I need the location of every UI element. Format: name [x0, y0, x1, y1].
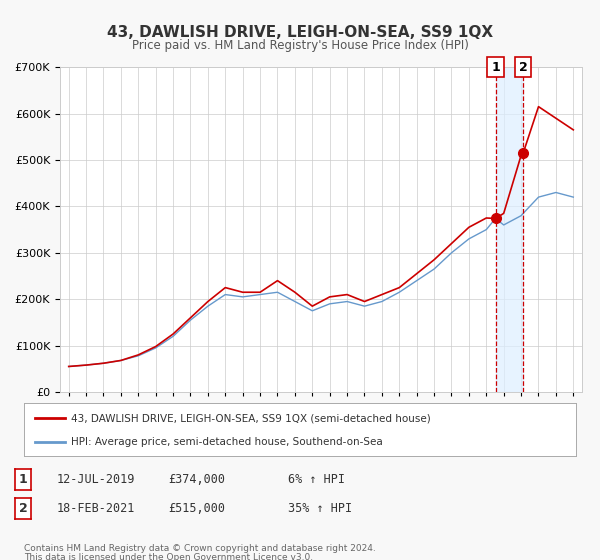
Text: £374,000: £374,000 [168, 473, 225, 486]
Text: 6% ↑ HPI: 6% ↑ HPI [288, 473, 345, 486]
Text: 1: 1 [491, 60, 500, 74]
Text: 1: 1 [19, 473, 28, 486]
Text: 43, DAWLISH DRIVE, LEIGH-ON-SEA, SS9 1QX: 43, DAWLISH DRIVE, LEIGH-ON-SEA, SS9 1QX [107, 25, 493, 40]
Text: 35% ↑ HPI: 35% ↑ HPI [288, 502, 352, 515]
Text: 43, DAWLISH DRIVE, LEIGH-ON-SEA, SS9 1QX (semi-detached house): 43, DAWLISH DRIVE, LEIGH-ON-SEA, SS9 1QX… [71, 413, 431, 423]
Text: 2: 2 [519, 60, 527, 74]
Text: Contains HM Land Registry data © Crown copyright and database right 2024.: Contains HM Land Registry data © Crown c… [24, 544, 376, 553]
Text: 12-JUL-2019: 12-JUL-2019 [57, 473, 136, 486]
Text: HPI: Average price, semi-detached house, Southend-on-Sea: HPI: Average price, semi-detached house,… [71, 436, 383, 446]
Text: £515,000: £515,000 [168, 502, 225, 515]
Text: 2: 2 [19, 502, 28, 515]
Bar [496, 67, 523, 392]
Text: Price paid vs. HM Land Registry's House Price Index (HPI): Price paid vs. HM Land Registry's House … [131, 39, 469, 52]
Text: This data is licensed under the Open Government Licence v3.0.: This data is licensed under the Open Gov… [24, 553, 313, 560]
Text: 18-FEB-2021: 18-FEB-2021 [57, 502, 136, 515]
